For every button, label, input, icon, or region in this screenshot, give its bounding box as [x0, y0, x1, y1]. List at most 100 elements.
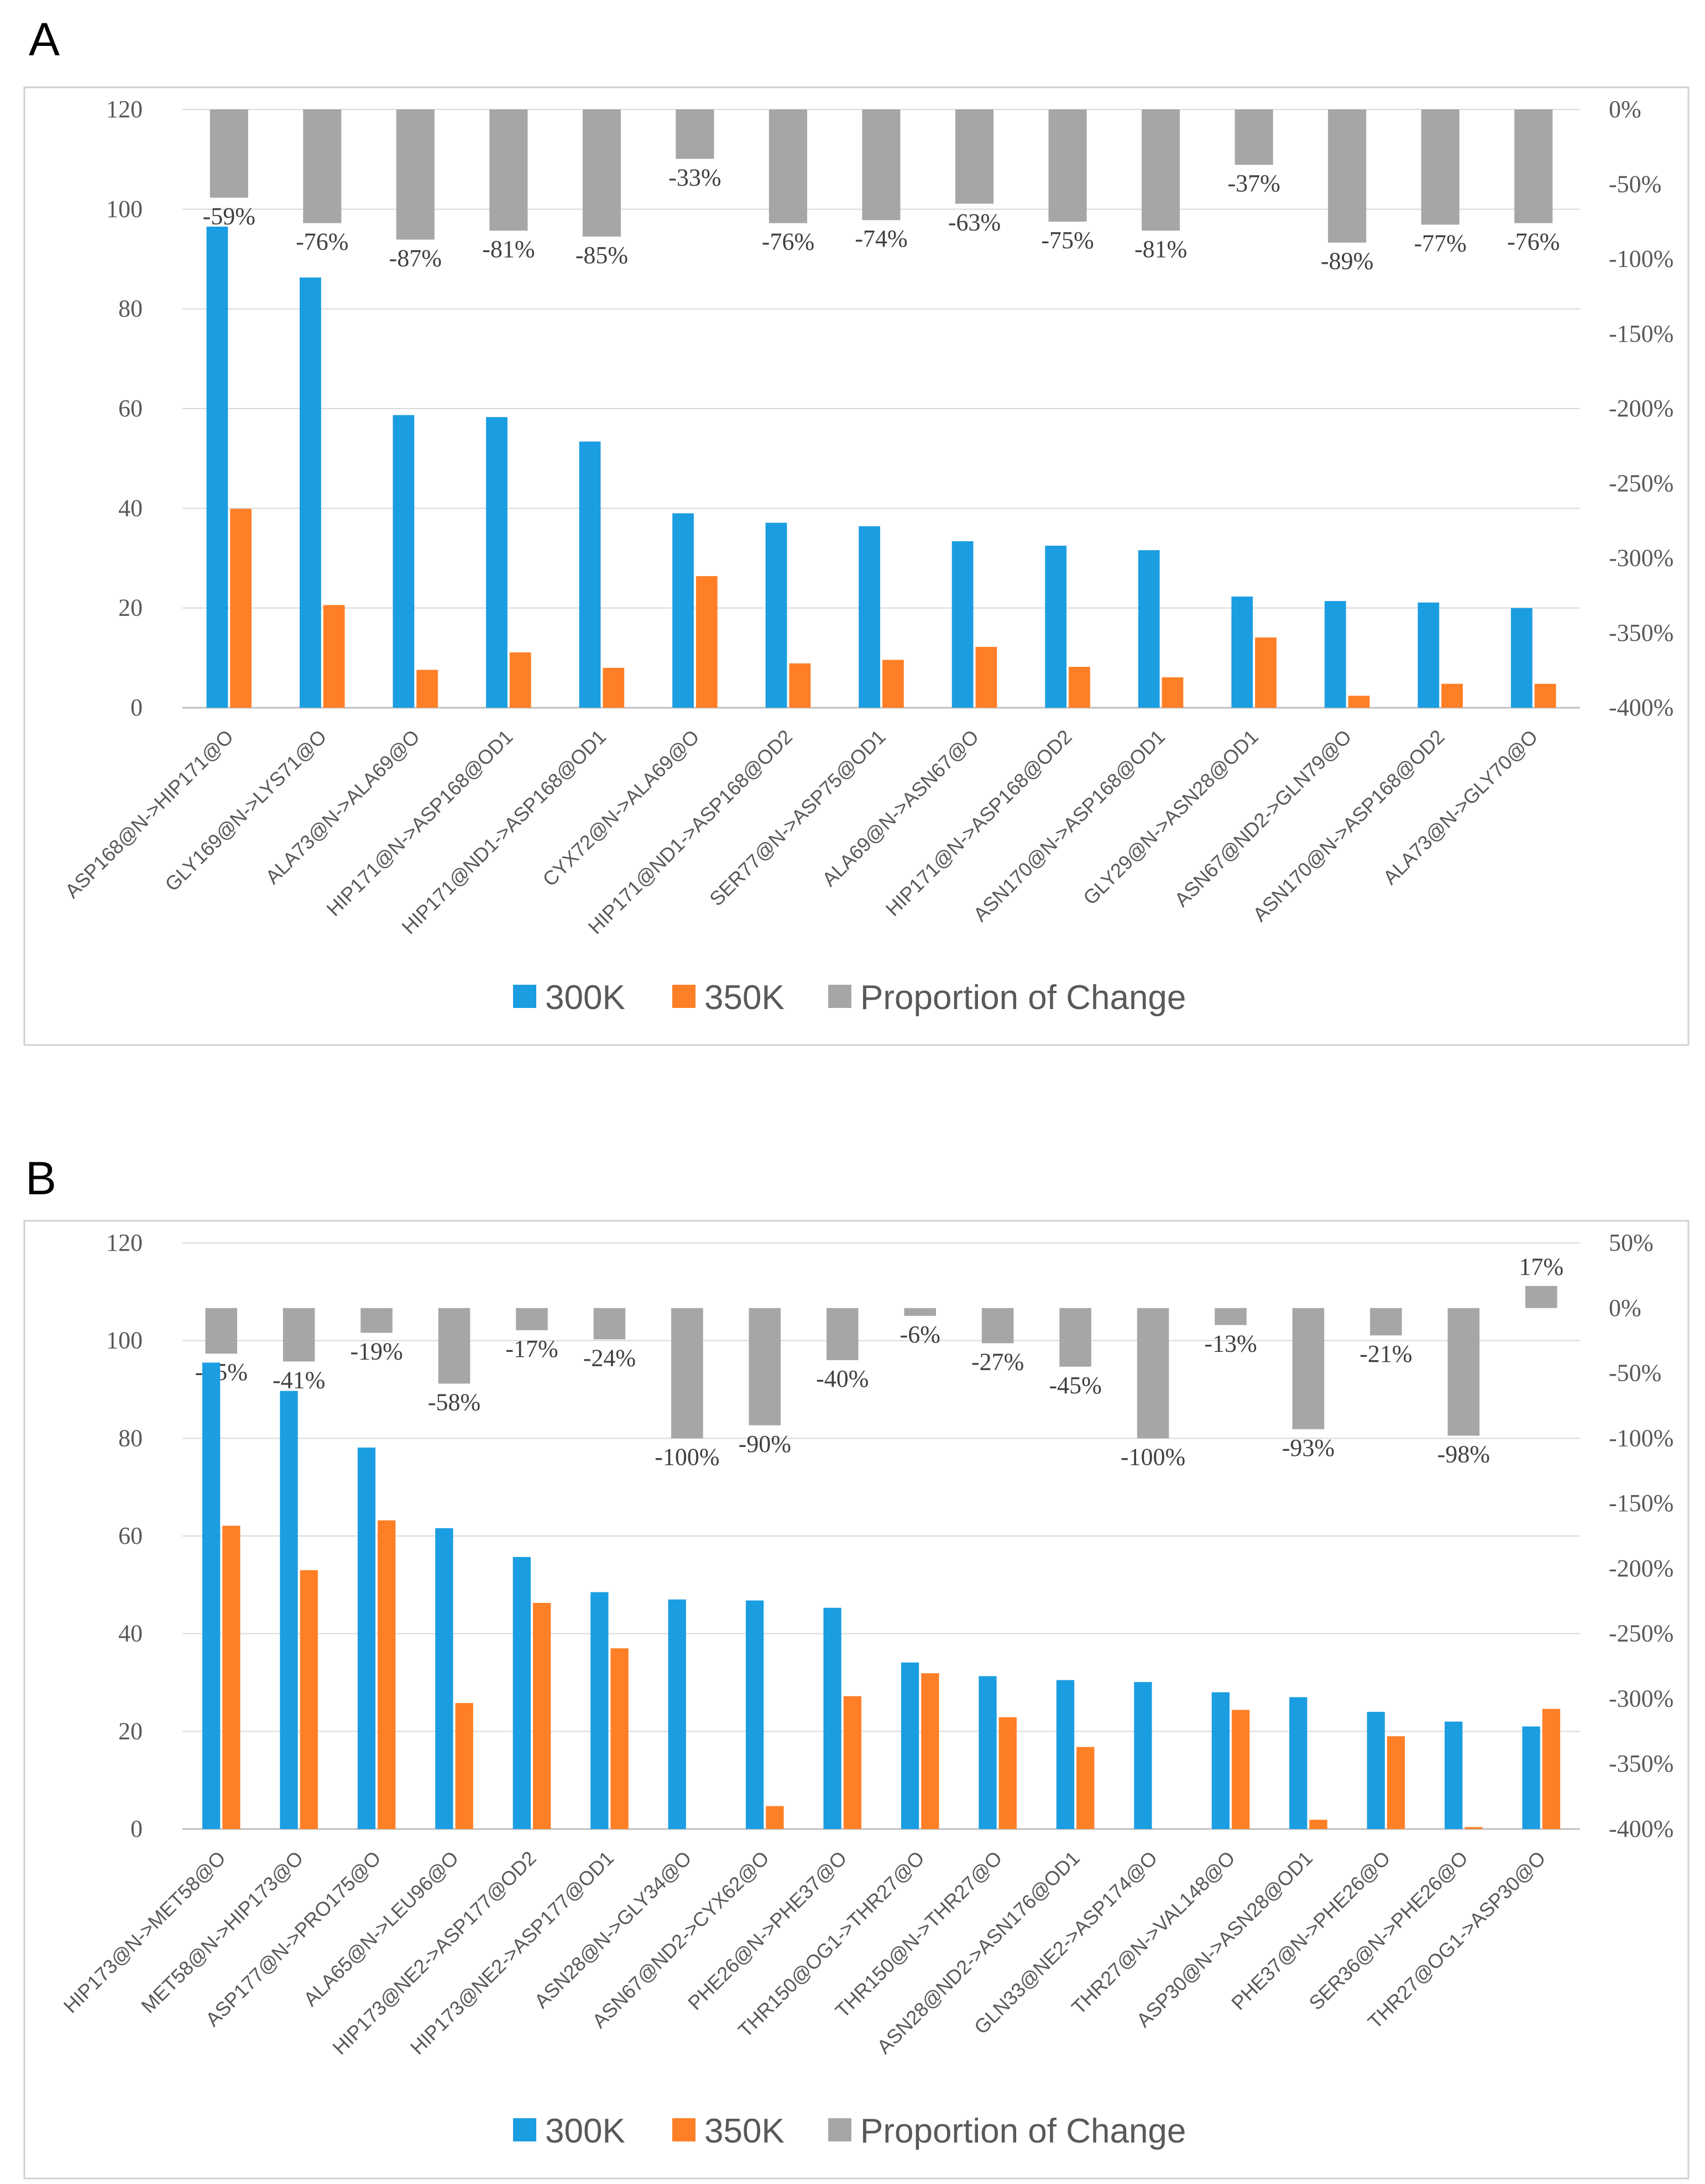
bar-300k [746, 1600, 764, 1829]
proportion-data-label: -89% [1321, 248, 1373, 275]
bar-300k [1510, 608, 1533, 708]
left-axis-tick-label: 20 [118, 1717, 143, 1744]
proportion-data-label: -76% [762, 228, 814, 255]
bar-300k [1211, 1692, 1230, 1829]
left-axis-tick-label: 60 [118, 395, 143, 422]
bar-300k [393, 415, 415, 708]
bar-300k [672, 513, 694, 708]
proportion-data-label: -41% [273, 1366, 325, 1393]
legend-swatch [828, 2118, 851, 2141]
proportion-bar [1142, 109, 1180, 231]
proportion-bar [303, 109, 342, 223]
right-axis-tick-label: 50% [1609, 1229, 1654, 1256]
proportion-bar [516, 1308, 548, 1330]
category-label: ASP168@N->HIP171@O [60, 725, 238, 903]
proportion-bar [489, 109, 528, 231]
left-axis-tick-label: 80 [118, 295, 143, 322]
legend-label: Proportion of Change [860, 979, 1186, 1017]
right-axis-tick-label: -50% [1609, 170, 1661, 197]
proportion-data-label: -37% [1227, 170, 1280, 197]
left-axis-tick-label: 20 [118, 594, 143, 621]
bar-300k [901, 1662, 919, 1829]
bar-300k [1324, 601, 1346, 708]
bar-350k [998, 1717, 1017, 1829]
proportion-data-label: -45% [1049, 1372, 1101, 1399]
category-label: ASN170@N->ASP168@OD1 [969, 725, 1169, 926]
bar-350k [610, 1648, 629, 1829]
proportion-bar [1048, 109, 1087, 222]
proportion-data-label: -77% [1414, 229, 1467, 257]
proportion-bar [676, 109, 714, 159]
category-label: HIP171@ND1->ASP168@OD2 [584, 725, 797, 939]
proportion-data-label: -81% [1134, 236, 1187, 263]
category-label: SER36@N->PHE26@O [1304, 1847, 1472, 2015]
bar-300k [357, 1448, 376, 1829]
proportion-data-label: -58% [428, 1388, 480, 1415]
bar-350k [1387, 1736, 1405, 1829]
proportion-bar [1292, 1308, 1325, 1429]
panel-label-a: A [29, 13, 60, 65]
proportion-bar [1328, 109, 1367, 243]
bar-300k [206, 226, 228, 708]
bar-350k [603, 667, 625, 708]
bar-350k [1255, 637, 1277, 708]
proportion-bar [1215, 1308, 1247, 1325]
proportion-bar [438, 1308, 470, 1384]
bar-300k [979, 1676, 997, 1829]
proportion-data-label: -6% [900, 1321, 940, 1348]
bar-350k [1069, 667, 1090, 708]
proportion-bar [981, 1308, 1014, 1344]
proportion-data-label: -33% [668, 164, 721, 191]
bar-300k [765, 523, 787, 708]
left-axis-tick-label: 100 [106, 195, 143, 222]
legend-label: 350K [704, 2112, 784, 2150]
bar-300k [486, 417, 508, 708]
bar-350k [416, 670, 438, 708]
proportion-data-label: -74% [855, 225, 907, 252]
category-label: GLY29@N->ASN28@OD1 [1079, 725, 1263, 910]
chart-a: 0 20 40 60 80 100 120 -400% -350% -300% -250% -200%… [60, 96, 1673, 1017]
proportion-data-label: -76% [1507, 228, 1560, 255]
bar-350k [230, 509, 252, 708]
bar-350k [222, 1525, 240, 1829]
proportion-bar [1137, 1308, 1169, 1439]
proportion-bar [205, 1308, 238, 1354]
bar-350k [843, 1696, 862, 1829]
proportion-data-label: -21% [1359, 1340, 1412, 1367]
bar-350k [1542, 1708, 1561, 1829]
bar-350k [1162, 677, 1184, 708]
proportion-bar [1059, 1308, 1091, 1367]
proportion-bar [283, 1308, 315, 1362]
bar-350k [1232, 1710, 1250, 1829]
category-label: HIP171@N->ASP168@OD2 [881, 725, 1076, 921]
bar-300k [859, 526, 880, 708]
right-axis-tick-label: -300% [1609, 545, 1673, 572]
proportion-data-label: 17% [1519, 1253, 1563, 1281]
right-axis-tick-label: -100% [1609, 1424, 1673, 1451]
bar-300k [1134, 1682, 1152, 1829]
legend-label: 350K [704, 979, 784, 1017]
legend-swatch [513, 985, 536, 1008]
proportion-data-label: -98% [1437, 1441, 1490, 1468]
right-axis-tick-label: -200% [1609, 395, 1673, 422]
proportion-bar [582, 109, 621, 237]
proportion-bar [1447, 1308, 1480, 1436]
bar-350k [533, 1603, 551, 1829]
right-axis-tick-label: -100% [1609, 245, 1673, 273]
bar-350k [323, 605, 345, 708]
proportion-data-label: -40% [816, 1365, 869, 1392]
bar-300k [1522, 1726, 1540, 1829]
left-axis-tick-label: 100 [106, 1327, 143, 1354]
proportion-bar [1525, 1286, 1557, 1308]
bar-300k [579, 441, 601, 708]
left-axis-tick-label: 60 [118, 1522, 143, 1549]
proportion-bar [826, 1308, 859, 1360]
proportion-bar [210, 109, 248, 198]
proportion-data-label: -100% [655, 1443, 719, 1470]
bar-300k [280, 1391, 298, 1829]
legend: 300K 350K Proportion of Change [513, 979, 1186, 1017]
category-label: GLY169@N->LYS71@O [160, 725, 331, 896]
right-axis-tick-label: -400% [1609, 694, 1673, 721]
bar-350k [1534, 683, 1556, 708]
category-label: ASN67@ND2->GLN79@O [1170, 725, 1356, 911]
